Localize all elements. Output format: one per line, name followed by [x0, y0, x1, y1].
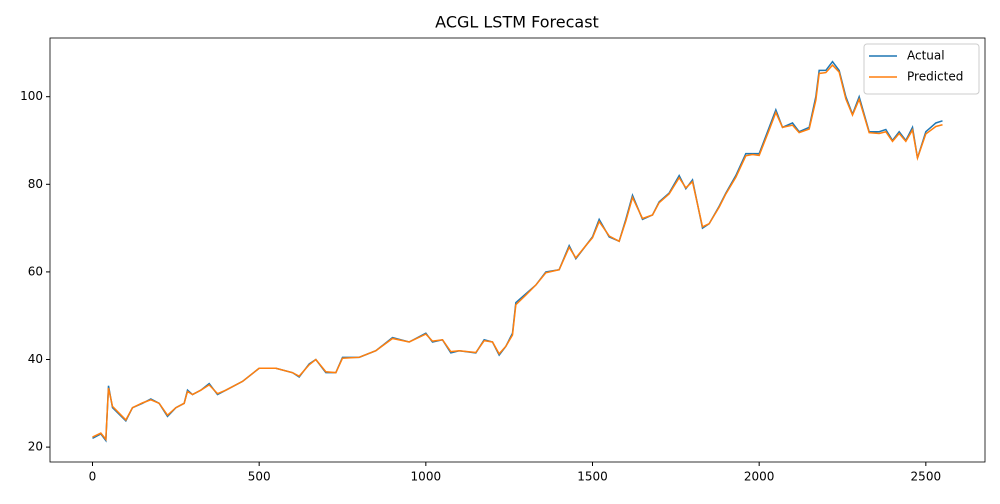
y-tick-label: 60	[28, 264, 43, 278]
x-tick-label: 1500	[577, 470, 608, 484]
legend: Actual Predicted	[863, 43, 980, 95]
y-tick-label: 80	[28, 177, 43, 191]
series-line	[92, 60, 943, 443]
x-tick-label: 2500	[911, 470, 942, 484]
x-tick-label: 0	[89, 470, 97, 484]
x-tick-label: 2000	[744, 470, 775, 484]
y-tick-label: 20	[28, 440, 43, 454]
x-tick-label: 500	[248, 470, 271, 484]
x-tick-label: 1000	[411, 470, 442, 484]
series-line	[92, 64, 943, 442]
legend-label: Predicted	[907, 70, 963, 84]
y-tick-label: 40	[28, 352, 43, 366]
y-tick-label: 100	[20, 89, 43, 103]
legend-label: Actual	[907, 49, 945, 63]
plot-frame	[49, 37, 986, 463]
chart-title: ACGL LSTM Forecast	[435, 13, 599, 32]
